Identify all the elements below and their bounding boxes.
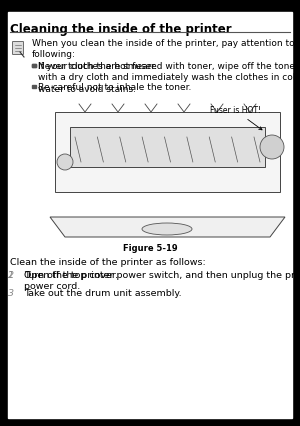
Text: 3: 3 (8, 289, 14, 298)
Circle shape (260, 135, 284, 159)
Text: Take out the drum unit assembly.: Take out the drum unit assembly. (24, 289, 182, 298)
Text: When you clean the inside of the printer, pay attention to the
following:: When you clean the inside of the printer… (32, 39, 300, 60)
Circle shape (57, 154, 73, 170)
Text: Figure 5-19: Figure 5-19 (123, 244, 177, 253)
Text: 2: 2 (8, 271, 14, 280)
Bar (0, 0, 300, 12)
Bar (32, 84, 35, 88)
Bar (55, 112, 280, 192)
Bar (32, 63, 35, 67)
Text: Turn off the printer power switch, and then unplug the printer
power cord.: Turn off the printer power switch, and t… (24, 271, 300, 291)
FancyBboxPatch shape (13, 41, 23, 55)
Bar (0, 418, 300, 426)
Text: Open the top cover.: Open the top cover. (24, 271, 118, 280)
Text: Never touch the hot fuser.: Never touch the hot fuser. (38, 62, 157, 71)
Text: Clean the inside of the printer as follows:: Clean the inside of the printer as follo… (10, 258, 206, 267)
Polygon shape (50, 217, 285, 237)
Text: Fuser is HOT!: Fuser is HOT! (210, 106, 262, 130)
Bar (70, 127, 265, 167)
Text: If your clothes are smeared with toner, wipe off the toner
with a dry cloth and : If your clothes are smeared with toner, … (38, 62, 300, 94)
Text: Be careful not to inhale the toner.: Be careful not to inhale the toner. (38, 83, 191, 92)
Bar (32, 63, 35, 67)
Text: Cleaning the inside of the printer: Cleaning the inside of the printer (10, 23, 232, 35)
Text: 1: 1 (8, 271, 14, 280)
Bar (292, 0, 300, 426)
Bar (0, 0, 8, 426)
Ellipse shape (142, 223, 192, 235)
